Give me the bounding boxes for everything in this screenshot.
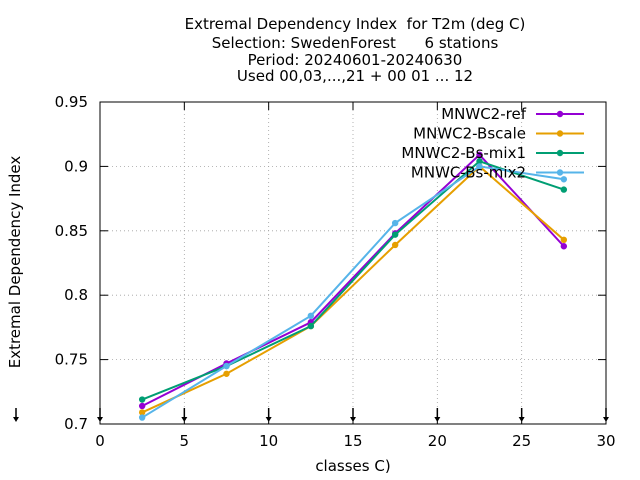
series-point (223, 370, 230, 377)
x-tick-label: 25 (512, 432, 531, 450)
y-tick-label: 0.9 (64, 157, 88, 175)
series-point (138, 414, 146, 421)
series-point (560, 236, 568, 244)
series-point (476, 158, 483, 165)
legend-label: MNWC2-Bs-mix1 (401, 144, 526, 162)
legend-swatch-point (556, 110, 564, 118)
series-point (307, 312, 315, 320)
grid (100, 102, 606, 424)
series-group (138, 151, 568, 421)
legend-label: MNWC2-ref (441, 105, 526, 123)
legend-label: MNWC-Bs-mix2 (411, 164, 526, 182)
title-line-1: Extremal Dependency Index for T2m (deg C… (184, 15, 526, 33)
x-tick-label: 15 (343, 432, 362, 450)
y-axis-label: Extremal Dependency Index (6, 156, 24, 369)
x-tick-label: 5 (180, 432, 190, 450)
series-point (223, 362, 230, 370)
legend-swatch-point (556, 130, 564, 137)
series-line (141, 165, 565, 414)
baseline-arrow-head (97, 417, 103, 422)
x-tick-label: 20 (428, 432, 447, 450)
y-tick-label: 0.95 (55, 93, 88, 111)
series-point (307, 322, 315, 330)
series-point (560, 243, 568, 250)
baseline-arrow-head (350, 417, 356, 422)
x-axis-label: classes C) (315, 457, 390, 475)
series-point (476, 151, 483, 159)
x-tick-label: 10 (259, 432, 278, 450)
y-tick-label: 0.7 (64, 415, 88, 433)
title-line-2: Selection: SwedenForest 6 stations (211, 34, 499, 52)
legend-swatch-point (556, 169, 564, 176)
baseline-arrow-head (13, 417, 19, 422)
series-point (391, 219, 399, 227)
title-line-3: Period: 20240601-20240630 (247, 51, 463, 69)
y-tick-label: 0.75 (55, 351, 88, 369)
series-point (560, 176, 568, 183)
baseline-arrow-head (434, 417, 441, 422)
baseline-arrow-head (265, 417, 272, 422)
series-line (141, 165, 564, 419)
series-point (138, 402, 146, 410)
legend-swatch-point (556, 149, 564, 157)
series-line (141, 160, 565, 401)
series-point (138, 396, 146, 403)
series-point (560, 186, 568, 193)
title-line-4: Used 00,03,...,21 + 00 01 ... 12 (236, 67, 474, 85)
x-tick-label: 0 (95, 432, 105, 450)
series-point (391, 241, 399, 249)
axis-ticks: 0.7 0.75 0.8 0.85 0.9 0.95 0 5 10 15 20 25 30 (13, 93, 616, 450)
series-point (476, 163, 483, 170)
y-tick-label: 0.85 (55, 222, 88, 240)
series-point (391, 231, 399, 238)
series-point (138, 409, 146, 416)
y-tick-label: 0.8 (64, 286, 88, 304)
baseline-arrow-head (518, 417, 525, 422)
x-tick-label: 30 (596, 432, 615, 450)
baseline-arrow-head (603, 417, 609, 422)
baseline-arrow-head (181, 417, 188, 422)
legend-label: MNWC2-Bscale (413, 125, 526, 143)
